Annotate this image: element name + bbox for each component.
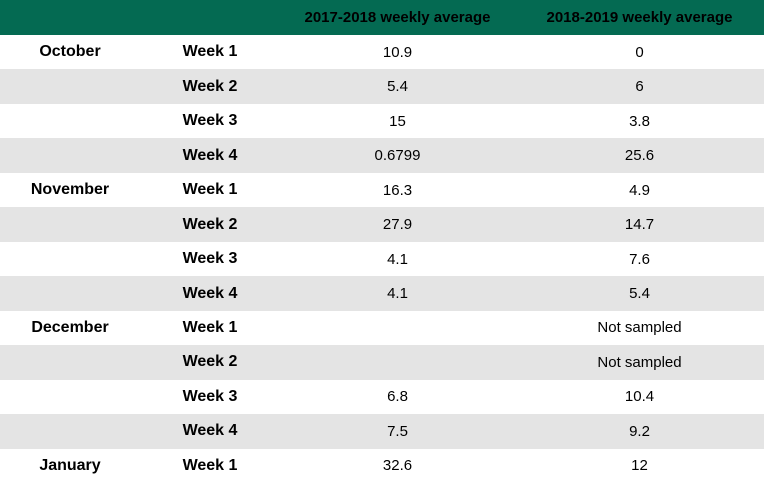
table-row: Week 4 7.5 9.2: [0, 414, 764, 449]
table-row: Week 3 6.8 10.4: [0, 379, 764, 415]
week-label: Week 2: [182, 353, 238, 371]
table-row: Week 3 15 3.8: [0, 103, 764, 139]
value-2017-2018: 4.1: [387, 285, 408, 303]
table-row: Week 2 5.4 6: [0, 69, 764, 104]
table-row: Week 3 4.1 7.6: [0, 241, 764, 277]
table-row: December Week 1 Not sampled: [0, 310, 764, 346]
value-2018-2019: 25.6: [624, 147, 655, 165]
month-label: November: [30, 181, 110, 199]
value-2017-2018: 16.3: [382, 181, 413, 199]
week-label: Week 2: [182, 77, 238, 95]
value-2017-2018: 15: [389, 112, 406, 130]
value-2017-2018: 4.1: [387, 250, 408, 268]
value-2018-2019: 3.8: [629, 112, 650, 130]
value-2018-2019: 6: [635, 78, 644, 96]
table-row: Week 4 4.1 5.4: [0, 276, 764, 311]
month-label: January: [39, 456, 101, 474]
value-2018-2019: 0: [635, 43, 644, 61]
value-2017-2018: 6.8: [387, 388, 408, 406]
table-row: October Week 1 10.9 0: [0, 35, 764, 70]
value-2017-2018: 5.4: [387, 78, 408, 96]
table-header-row: 2017-2018 weekly average 2018-2019 weekl…: [0, 0, 764, 35]
week-label: Week 3: [182, 112, 238, 130]
value-2018-2019: 7.6: [629, 250, 650, 268]
table-row: Week 2 Not sampled: [0, 345, 764, 380]
value-2018-2019: 12: [631, 457, 648, 475]
value-2018-2019: Not sampled: [597, 319, 682, 337]
value-2018-2019: 9.2: [629, 422, 650, 440]
week-label: Week 1: [182, 181, 238, 199]
value-2018-2019: 10.4: [624, 388, 655, 406]
column-header-2017-2018: 2017-2018 weekly average: [304, 9, 491, 26]
month-label: October: [39, 43, 101, 61]
month-label: December: [31, 318, 109, 336]
week-label: Week 4: [182, 146, 238, 164]
table-row: November Week 1 16.3 4.9: [0, 172, 764, 208]
week-label: Week 1: [182, 318, 238, 336]
week-label: Week 4: [182, 284, 238, 302]
value-2017-2018: 32.6: [382, 457, 413, 475]
week-label: Week 4: [182, 422, 238, 440]
value-2017-2018: 27.9: [382, 216, 413, 234]
week-label: Week 2: [182, 215, 238, 233]
table-row: Week 2 27.9 14.7: [0, 207, 764, 242]
value-2017-2018: 7.5: [387, 422, 408, 440]
value-2017-2018: 0.6799: [374, 147, 421, 165]
column-header-2018-2019: 2018-2019 weekly average: [546, 9, 733, 26]
week-label: Week 1: [182, 456, 238, 474]
table-row: January Week 1 32.6 12: [0, 448, 764, 483]
value-2018-2019: 4.9: [629, 181, 650, 199]
week-label: Week 3: [182, 387, 238, 405]
value-2018-2019: 14.7: [624, 216, 655, 234]
week-label: Week 1: [182, 43, 238, 61]
value-2017-2018: 10.9: [382, 43, 413, 61]
week-label: Week 3: [182, 250, 238, 268]
value-2018-2019: 5.4: [629, 285, 650, 303]
value-2018-2019: Not sampled: [597, 353, 682, 371]
table-row: Week 4 0.6799 25.6: [0, 138, 764, 173]
